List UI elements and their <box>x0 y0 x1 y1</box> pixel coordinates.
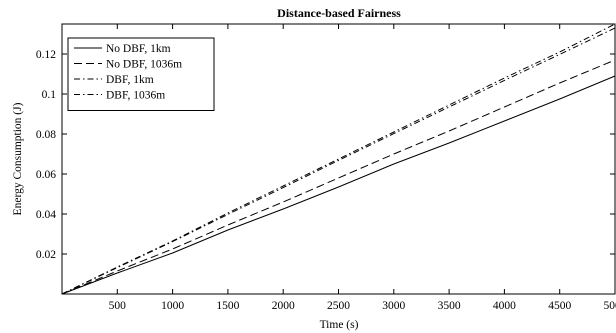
x-tick-label: 2500 <box>327 300 350 312</box>
x-tick-label: 500 <box>109 300 127 312</box>
legend-label-0: No DBF, 1km <box>106 43 171 55</box>
series-line-0 <box>61 75 616 295</box>
legend-label-2: DBF, 1km <box>106 74 154 86</box>
x-tick-label: 1500 <box>216 300 239 312</box>
legend-label-1: No DBF, 1036m <box>106 59 182 71</box>
axis-ticks: 500 1000 1500 2000 2500 3000 3500 4000 4500 5000 0… <box>36 24 616 312</box>
y-tick-label: 0.04 <box>36 209 56 221</box>
y-tick-label: 0.08 <box>36 129 56 141</box>
x-tick-label: 2000 <box>272 300 295 312</box>
y-axis-label: Energy Consumption (J) <box>12 102 24 215</box>
x-tick-label: 5000 <box>604 300 616 312</box>
legend: No DBF, 1km No DBF, 1036m DBF, 1km DBF, 103… <box>67 37 215 111</box>
x-tick-label: 1000 <box>161 300 184 312</box>
legend-label-3: DBF, 1036m <box>106 90 165 102</box>
series-line-1 <box>61 59 616 295</box>
y-tick-label: 0.02 <box>36 249 56 261</box>
x-tick-label: 3500 <box>438 300 461 312</box>
legend-box <box>67 37 215 111</box>
x-axis-label: Time (s) <box>320 319 359 331</box>
y-tick-label: 0.06 <box>36 169 56 181</box>
x-tick-label: 4000 <box>493 300 516 312</box>
series-lines <box>61 23 616 295</box>
series-line-3 <box>61 27 616 295</box>
x-tick-label: 3000 <box>382 300 405 312</box>
x-tick-label: 4500 <box>548 300 571 312</box>
chart-title: Distance-based Fairness <box>277 6 401 20</box>
y-tick-label: 0.12 <box>36 49 56 61</box>
y-tick-label: 0.1 <box>42 89 57 101</box>
